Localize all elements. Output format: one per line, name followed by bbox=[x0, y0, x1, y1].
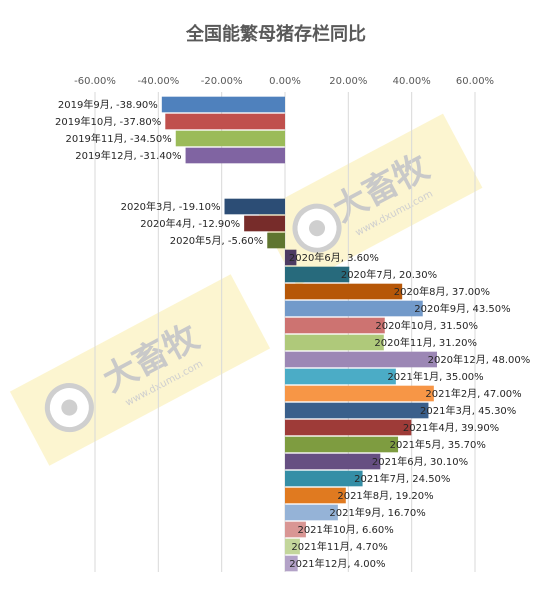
data-label: 2020年6月, 3.60% bbox=[289, 251, 379, 264]
data-label: 2021年6月, 30.10% bbox=[372, 455, 468, 468]
data-label: 2020年10月, 31.50% bbox=[375, 319, 478, 332]
data-label: 2020年8月, 37.00% bbox=[394, 285, 490, 298]
watermark-logo-dot-icon bbox=[309, 220, 326, 237]
data-label: 2020年9月, 43.50% bbox=[414, 302, 510, 315]
bar bbox=[285, 555, 298, 572]
data-label: 2021年3月, 45.30% bbox=[420, 404, 516, 417]
bars bbox=[161, 96, 437, 572]
data-label: 2020年11月, 31.20% bbox=[374, 336, 477, 349]
bar bbox=[161, 96, 285, 113]
bar bbox=[244, 215, 285, 232]
bar bbox=[285, 453, 381, 470]
bar bbox=[267, 232, 285, 249]
x-tick-label: -40.00% bbox=[137, 76, 179, 87]
data-label: 2019年10月, -37.80% bbox=[55, 115, 161, 128]
data-label: 2019年11月, -34.50% bbox=[65, 132, 171, 145]
data-label: 2019年12月, -31.40% bbox=[75, 149, 181, 162]
data-label: 2021年10月, 6.60% bbox=[297, 523, 393, 536]
bar bbox=[285, 351, 437, 368]
bar bbox=[175, 130, 285, 147]
x-tick-label: 40.00% bbox=[393, 76, 431, 87]
data-label: 2021年1月, 35.00% bbox=[387, 370, 483, 383]
data-label: 2021年4月, 39.90% bbox=[403, 421, 499, 434]
bar bbox=[285, 266, 350, 283]
data-label: 2021年2月, 47.00% bbox=[425, 387, 521, 400]
x-axis-tick-labels: -60.00% -40.00% -20.00% 0.00% 20.00% 40.00% 60… bbox=[74, 76, 494, 87]
data-labels: 2019年9月, -38.90% 2019年10月, -37.80% 2019年11… bbox=[55, 98, 530, 570]
bar bbox=[285, 504, 338, 521]
data-label: 2019年9月, -38.90% bbox=[58, 98, 158, 111]
chart-title: 全国能繁母猪存栏同比 bbox=[185, 23, 366, 45]
bar bbox=[285, 487, 346, 504]
data-label: 2021年11月, 4.70% bbox=[291, 540, 387, 553]
bar bbox=[285, 436, 399, 453]
data-label: 2020年5月, -5.60% bbox=[170, 234, 264, 247]
data-label: 2020年3月, -19.10% bbox=[121, 200, 221, 213]
data-label: 2021年5月, 35.70% bbox=[390, 438, 486, 451]
bar bbox=[285, 317, 385, 334]
data-label: 2021年9月, 16.70% bbox=[329, 506, 425, 519]
bar bbox=[285, 300, 423, 317]
x-tick-label: 60.00% bbox=[456, 76, 494, 87]
x-tick-label: 0.00% bbox=[269, 76, 301, 87]
data-label: 2021年12月, 4.00% bbox=[289, 557, 385, 570]
bar bbox=[285, 521, 306, 538]
data-label: 2020年7月, 20.30% bbox=[341, 268, 437, 281]
bar bbox=[285, 419, 412, 436]
data-label: 2020年12月, 48.00% bbox=[428, 353, 531, 366]
bar bbox=[165, 113, 285, 130]
bar bbox=[285, 470, 363, 487]
bar bbox=[285, 538, 300, 555]
watermark-logo-dot-icon bbox=[61, 399, 78, 416]
bar bbox=[224, 198, 285, 215]
data-label: 2020年4月, -12.90% bbox=[140, 217, 240, 230]
bar bbox=[285, 402, 429, 419]
data-label: 2021年8月, 19.20% bbox=[337, 489, 433, 502]
bar bbox=[185, 147, 285, 164]
x-tick-label: -60.00% bbox=[74, 76, 116, 87]
bar bbox=[285, 385, 434, 402]
bar bbox=[285, 249, 297, 266]
x-tick-label: -20.00% bbox=[201, 76, 243, 87]
x-tick-label: 20.00% bbox=[329, 76, 367, 87]
bar bbox=[285, 368, 396, 385]
bar bbox=[285, 334, 384, 351]
bar bbox=[285, 283, 403, 300]
data-label: 2021年7月, 24.50% bbox=[354, 472, 450, 485]
